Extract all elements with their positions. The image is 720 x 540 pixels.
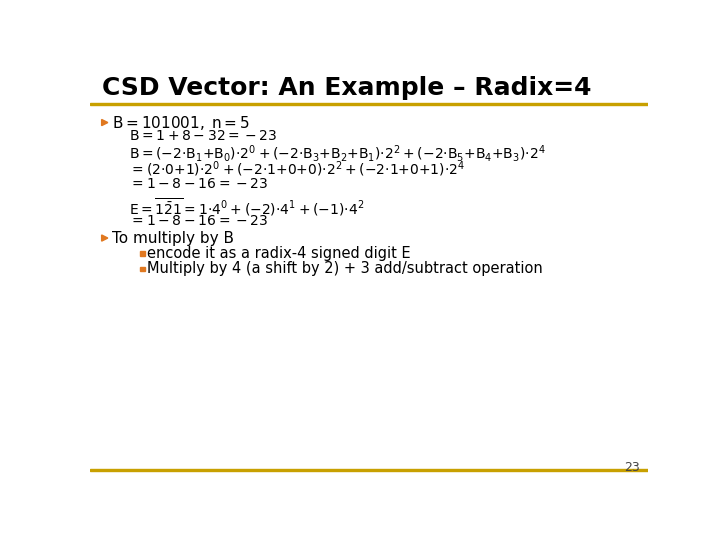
Bar [90,469,648,471]
Bar [140,267,145,271]
Text: $\mathsf{= 1 - 8 - 16 = -23}$: $\mathsf{= 1 - 8 - 16 = -23}$ [129,177,268,191]
Text: encode it as a radix-4 signed digit E: encode it as a radix-4 signed digit E [147,246,410,261]
Bar [90,103,648,105]
Polygon shape [102,235,108,241]
Text: To multiply by B: To multiply by B [112,231,234,246]
Text: 23: 23 [624,462,640,475]
Text: $\mathsf{B = 101001, \; n = 5}$: $\mathsf{B = 101001, \; n = 5}$ [112,113,250,132]
Text: $\mathsf{= (2{\cdot}0{+}1){\cdot}2^0 + (-2{\cdot}1{+}0{+}0){\cdot}2^2 + (-2{\cdo: $\mathsf{= (2{\cdot}0{+}1){\cdot}2^0 + (… [129,160,465,179]
Text: $\mathsf{= 1 - 8 - 16 = -23}$: $\mathsf{= 1 - 8 - 16 = -23}$ [129,214,268,228]
Bar [140,251,145,256]
Polygon shape [102,119,108,126]
Text: $\mathsf{B = 1 + 8 - 32 = -23}$: $\mathsf{B = 1 + 8 - 32 = -23}$ [129,130,277,144]
Text: CSD Vector: An Example – Radix=4: CSD Vector: An Example – Radix=4 [102,76,591,100]
Text: Multiply by 4 (a shift by 2) + 3 add/subtract operation: Multiply by 4 (a shift by 2) + 3 add/sub… [147,261,542,276]
Text: $\mathsf{B = (-2{\cdot}B_1{+}B_0){\cdot}2^0 + (-2{\cdot}B_3{+}B_2{+}B_1){\cdot}2: $\mathsf{B = (-2{\cdot}B_1{+}B_0){\cdot}… [129,143,545,164]
Text: $\mathsf{E = \overline{1\bar{2}1} = 1{\cdot}4^0 + (-2){\cdot}4^1 + (-1){\cdot}4^: $\mathsf{E = \overline{1\bar{2}1} = 1{\c… [129,197,364,218]
